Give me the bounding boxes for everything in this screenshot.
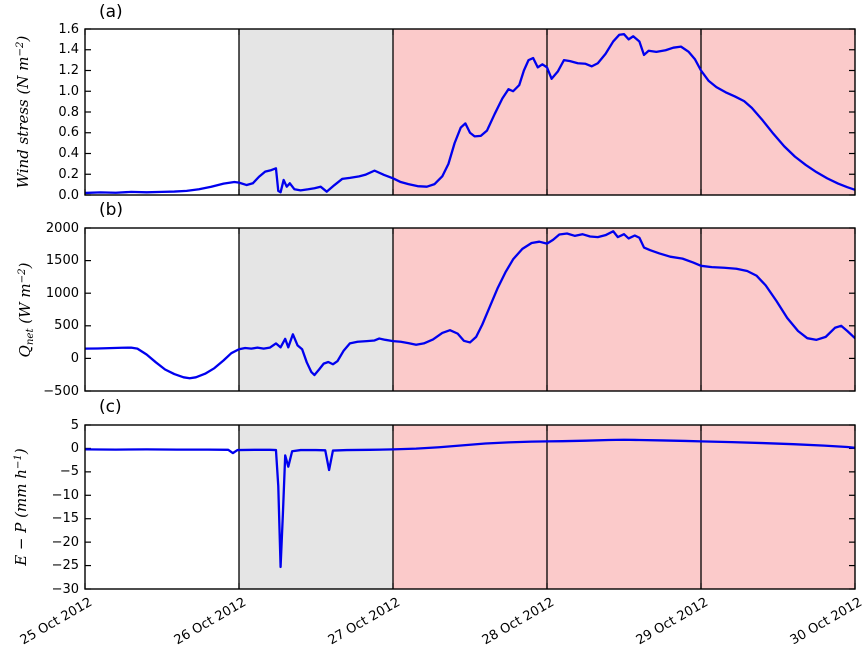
series-line-a xyxy=(85,33,855,195)
region-gray-shaded-panel-b xyxy=(239,228,393,391)
panel-a-ytick-label: 0.2 xyxy=(58,166,79,182)
panel-b-ytick-label: 1500 xyxy=(45,253,79,269)
panel-b-frame xyxy=(84,227,856,392)
panel-a-ytick-label: 1.6 xyxy=(58,21,79,37)
region-pink-shaded-panel-b xyxy=(393,228,855,391)
panel-b-ytick-label: 2000 xyxy=(45,220,79,236)
panel-a-ytick-label: 1.4 xyxy=(58,42,79,58)
panel-a-frame xyxy=(84,28,856,196)
panel-c-ytick-label: −20 xyxy=(51,534,79,550)
series-line-b xyxy=(85,230,855,380)
panel-b-ylabel: Qnet (W m−2) xyxy=(16,263,36,358)
panel-c-title: (c) xyxy=(99,397,122,417)
panel-c-ytick-label: 0 xyxy=(70,440,79,456)
series-line-c xyxy=(85,438,855,569)
panel-b-ytick-label: 1000 xyxy=(45,285,79,301)
panel-b-ytick-label: 0 xyxy=(70,350,79,366)
region-gray-shaded-panel-a xyxy=(239,29,393,195)
panel-c-frame xyxy=(84,424,856,590)
panel-b-title: (b) xyxy=(99,200,124,220)
panel-c-ytick-label: −15 xyxy=(51,511,79,527)
panel-b-ytick-label: −500 xyxy=(43,383,79,399)
panel-c-ytick-label: 5 xyxy=(70,417,79,433)
panel-a-title: (a) xyxy=(99,2,123,22)
panel-c-ytick-label: −25 xyxy=(51,558,79,574)
panel-a-ytick-label: 1.0 xyxy=(58,83,79,99)
region-gray-shaded-panel-c xyxy=(239,425,393,589)
ylabel-segment: −2 xyxy=(17,268,29,284)
region-pink-shaded-panel-c xyxy=(393,425,855,589)
panel-a-ytick-label: 0.6 xyxy=(58,125,79,141)
panel-c-ytick-label: −5 xyxy=(59,464,79,480)
panel-c-ytick-label: −30 xyxy=(51,581,79,597)
panel-b-ytick-label: 500 xyxy=(54,318,79,334)
panel-a-ytick-label: 0.8 xyxy=(58,104,79,120)
panel-a-ytick-label: 0.4 xyxy=(58,146,79,161)
panel-a-ytick-label: 1.2 xyxy=(58,63,79,78)
region-pink-shaded-panel-a xyxy=(393,29,855,195)
panel-c-ytick-label: −10 xyxy=(51,487,79,503)
panel-a-ytick-label: 0.0 xyxy=(58,187,79,203)
